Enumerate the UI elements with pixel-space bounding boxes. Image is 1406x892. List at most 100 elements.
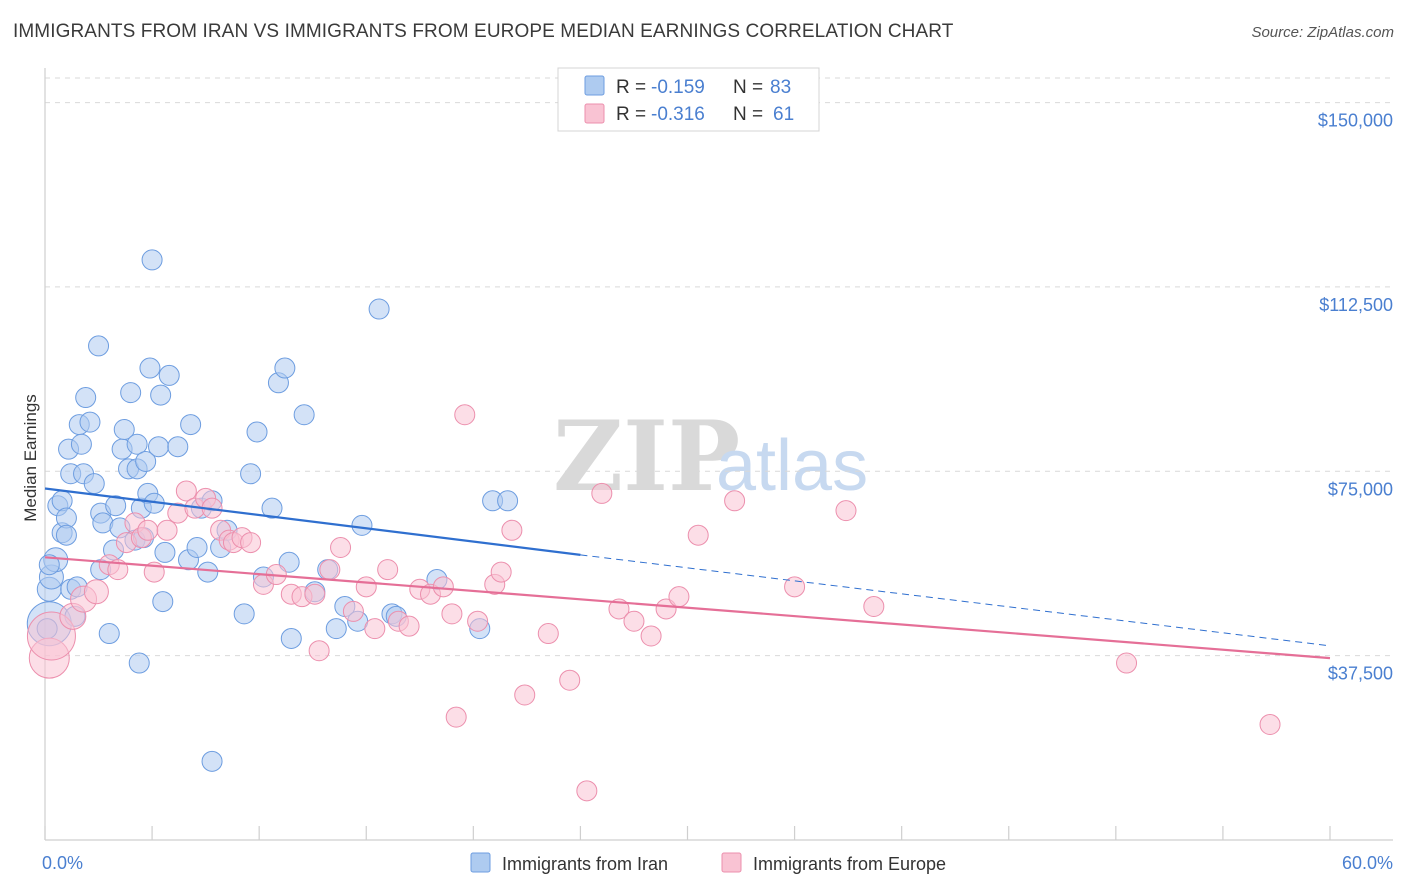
point-europe xyxy=(330,536,352,558)
point-europe xyxy=(342,600,364,622)
point-europe xyxy=(319,559,341,581)
point-iran xyxy=(246,421,268,443)
point-europe xyxy=(623,610,645,632)
legend-n-label-iran: N = xyxy=(733,77,763,98)
point-europe xyxy=(467,610,489,632)
point-europe xyxy=(432,576,454,598)
point-iran xyxy=(51,490,73,512)
point-iran xyxy=(186,536,208,558)
source-label: Source: ZipAtlas.com xyxy=(1251,24,1394,41)
point-iran xyxy=(197,561,219,583)
point-iran xyxy=(126,433,148,455)
point-iran xyxy=(497,490,519,512)
y-tick-labels: $37,500 $75,000 $112,500 $150,000 xyxy=(1318,111,1393,684)
y-tick-label: $37,500 xyxy=(1328,664,1393,684)
point-iran xyxy=(113,419,135,441)
point-iran xyxy=(233,603,255,625)
gridlines xyxy=(45,77,1393,657)
point-europe xyxy=(83,579,109,605)
point-europe xyxy=(559,669,581,691)
point-iran xyxy=(150,384,172,406)
point-iran xyxy=(240,463,262,485)
point-europe xyxy=(537,623,559,645)
point-iran xyxy=(75,387,97,409)
point-europe xyxy=(308,640,330,662)
trend-line-europe xyxy=(44,556,1331,660)
point-europe xyxy=(355,576,377,598)
legend-label-europe: Immigrants from Europe xyxy=(753,854,946,874)
point-europe xyxy=(687,524,709,546)
point-europe xyxy=(304,583,326,605)
point-europe xyxy=(514,684,536,706)
point-europe xyxy=(445,706,467,728)
point-europe xyxy=(608,598,630,620)
x-tick-marks xyxy=(44,826,1331,840)
trend-line-extension-iran xyxy=(580,554,1331,647)
x-tick-max: 60.0% xyxy=(1342,853,1393,873)
legend-n-value-iran: 83 xyxy=(770,77,791,98)
point-europe xyxy=(835,500,857,522)
point-iran xyxy=(139,357,161,379)
watermark-zip: ZIP xyxy=(553,400,740,513)
point-europe xyxy=(668,586,690,608)
point-iran xyxy=(83,473,105,495)
correlation-legend: R = -0.159 N = 83 R = -0.316 N = 61 xyxy=(557,67,820,132)
point-iran xyxy=(120,382,142,404)
point-iran xyxy=(152,591,174,613)
point-europe xyxy=(454,404,476,426)
point-iran xyxy=(325,618,347,640)
point-iran xyxy=(88,335,110,357)
point-iran xyxy=(98,623,120,645)
point-europe xyxy=(377,559,399,581)
point-europe xyxy=(1116,652,1138,674)
point-europe xyxy=(364,618,386,640)
x-tick-min: 0.0% xyxy=(42,853,83,873)
point-europe xyxy=(107,559,129,581)
point-iran xyxy=(79,411,101,433)
data-points xyxy=(26,249,1281,802)
point-europe xyxy=(591,482,613,504)
point-iran xyxy=(368,298,390,320)
watermark: ZIP atlas xyxy=(553,400,868,513)
point-iran xyxy=(105,495,127,517)
y-tick-label: $150,000 xyxy=(1318,111,1393,131)
legend-r-value-iran: -0.159 xyxy=(651,77,705,98)
point-iran xyxy=(148,436,170,458)
point-iran xyxy=(278,551,300,573)
point-iran xyxy=(55,524,77,546)
point-iran xyxy=(274,357,296,379)
point-europe xyxy=(398,615,420,637)
legend-n-label-europe: N = xyxy=(733,104,763,125)
point-europe xyxy=(655,598,677,620)
point-europe xyxy=(240,532,262,554)
point-europe xyxy=(640,625,662,647)
series-legend: Immigrants from Iran Immigrants from Eur… xyxy=(470,852,946,874)
legend-swatch-bottom-europe xyxy=(721,852,742,873)
y-axis-label: Median Earnings xyxy=(21,394,40,522)
point-iran xyxy=(351,514,373,536)
point-iran xyxy=(70,433,92,455)
point-europe xyxy=(863,595,885,617)
point-europe xyxy=(501,519,523,541)
trend-line-iran xyxy=(44,487,581,556)
legend-r-label-iran: R = xyxy=(616,77,646,98)
legend-label-iran: Immigrants from Iran xyxy=(502,854,668,874)
point-iran xyxy=(158,364,180,386)
chart-title: IMMIGRANTS FROM IRAN VS IMMIGRANTS FROM … xyxy=(13,21,954,42)
point-europe xyxy=(576,780,598,802)
point-europe xyxy=(441,603,463,625)
point-iran xyxy=(261,497,283,519)
point-europe xyxy=(1259,713,1281,735)
point-iran xyxy=(141,249,163,271)
point-iran xyxy=(167,436,189,458)
point-iran xyxy=(201,750,223,772)
legend-swatch-iran xyxy=(584,75,605,96)
point-europe xyxy=(490,561,512,583)
trend-lines xyxy=(44,487,1331,660)
watermark-atlas: atlas xyxy=(716,426,868,506)
legend-swatch-bottom-iran xyxy=(470,852,491,873)
point-iran xyxy=(135,450,157,472)
point-iran xyxy=(38,554,60,576)
point-iran xyxy=(180,414,202,436)
